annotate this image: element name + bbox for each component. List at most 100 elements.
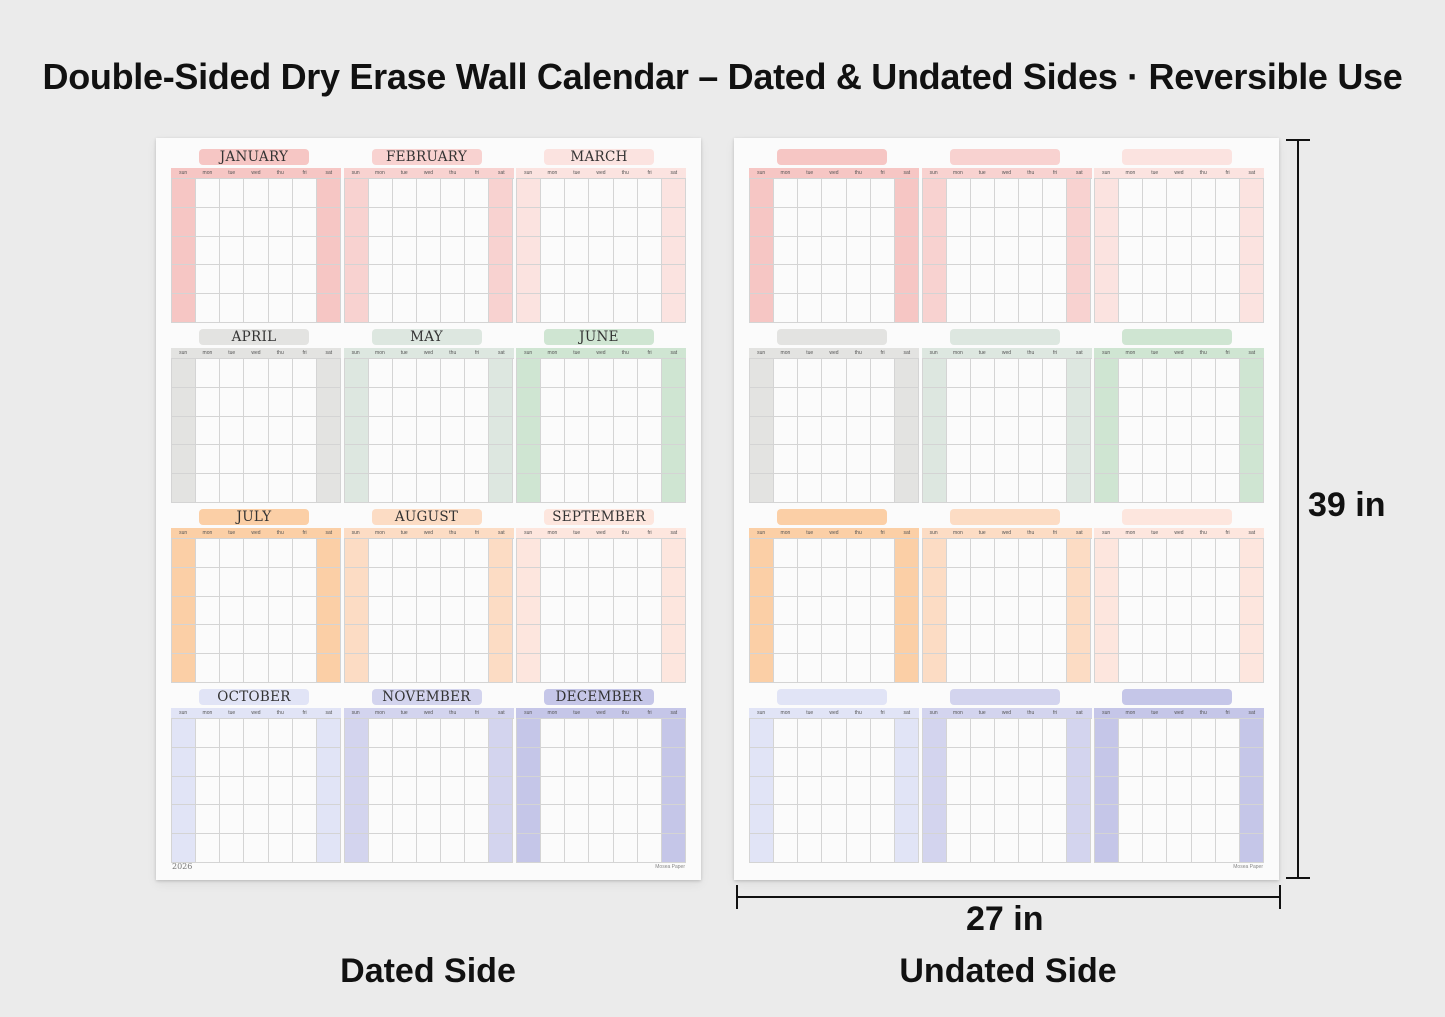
day-cell[interactable] [970,567,995,597]
day-cell[interactable] [922,805,947,835]
day-cell[interactable] [344,445,369,475]
day-cell[interactable] [1143,805,1168,835]
day-cell[interactable] [1095,265,1120,295]
day-cell[interactable] [637,179,662,208]
day-cell[interactable] [613,625,638,655]
day-cell[interactable] [565,207,590,237]
day-cell[interactable] [637,596,662,626]
day-cell[interactable] [994,625,1020,655]
day-cell[interactable] [1143,359,1168,388]
day-cell[interactable] [244,567,269,597]
day-cell[interactable] [316,387,341,417]
day-cell[interactable] [1191,596,1216,626]
day-cell[interactable] [1167,776,1192,806]
day-cell[interactable] [970,387,995,417]
day-cell[interactable] [661,207,686,237]
day-cell[interactable] [637,265,662,295]
day-cell[interactable] [1095,776,1120,806]
day-cell[interactable] [1215,805,1240,835]
day-cell[interactable] [822,719,847,748]
day-cell[interactable] [1095,179,1120,208]
day-cell[interactable] [392,719,417,748]
day-cell[interactable] [1043,387,1068,417]
day-cell[interactable] [517,474,542,503]
day-cell[interactable] [613,387,638,417]
day-cell[interactable] [517,416,542,446]
day-cell[interactable] [1119,265,1144,295]
day-cell[interactable] [244,834,269,863]
day-cell[interactable] [1095,539,1120,568]
day-cell[interactable] [822,567,847,597]
day-cell[interactable] [489,776,514,806]
day-cell[interactable] [1215,416,1240,446]
day-cell[interactable] [1119,294,1144,323]
day-cell[interactable] [846,805,871,835]
day-cell[interactable] [172,236,197,266]
day-cell[interactable] [1191,625,1216,655]
day-cell[interactable] [870,416,895,446]
day-cell[interactable] [196,236,221,266]
day-cell[interactable] [292,359,317,388]
day-cell[interactable] [1239,834,1264,863]
day-cell[interactable] [1239,747,1264,777]
day-cell[interactable] [316,719,341,748]
day-cell[interactable] [489,719,514,748]
day-cell[interactable] [517,294,542,323]
day-cell[interactable] [1239,445,1264,475]
day-cell[interactable] [292,567,317,597]
day-cell[interactable] [172,294,197,323]
day-cell[interactable] [1143,294,1168,323]
day-cell[interactable] [1067,747,1092,777]
day-cell[interactable] [846,719,871,748]
day-cell[interactable] [1067,834,1092,863]
day-cell[interactable] [1043,625,1068,655]
day-cell[interactable] [220,567,245,597]
day-cell[interactable] [1095,445,1120,475]
day-cell[interactable] [416,387,442,417]
day-cell[interactable] [661,474,686,503]
day-cell[interactable] [1167,719,1192,748]
day-cell[interactable] [517,719,542,748]
day-cell[interactable] [1215,539,1240,568]
day-cell[interactable] [1215,207,1240,237]
day-cell[interactable] [344,474,369,503]
day-cell[interactable] [565,567,590,597]
day-cell[interactable] [292,416,317,446]
day-cell[interactable] [661,654,686,683]
day-cell[interactable] [994,776,1020,806]
day-cell[interactable] [1215,265,1240,295]
day-cell[interactable] [268,567,293,597]
day-cell[interactable] [589,834,614,863]
day-cell[interactable] [244,805,269,835]
day-cell[interactable] [220,236,245,266]
day-cell[interactable] [922,207,947,237]
day-cell[interactable] [368,445,393,475]
day-cell[interactable] [894,207,919,237]
day-cell[interactable] [946,236,971,266]
day-cell[interactable] [613,776,638,806]
day-cell[interactable] [465,294,490,323]
day-cell[interactable] [750,265,775,295]
day-cell[interactable] [946,359,971,388]
day-cell[interactable] [1095,236,1120,266]
day-cell[interactable] [1119,719,1144,748]
day-cell[interactable] [416,805,442,835]
day-cell[interactable] [1143,474,1168,503]
day-cell[interactable] [946,445,971,475]
day-cell[interactable] [1143,387,1168,417]
day-cell[interactable] [1043,747,1068,777]
day-cell[interactable] [1119,416,1144,446]
day-cell[interactable] [994,539,1020,568]
day-cell[interactable] [1019,747,1044,777]
day-cell[interactable] [541,805,566,835]
day-cell[interactable] [368,567,393,597]
day-cell[interactable] [1143,567,1168,597]
day-cell[interactable] [613,805,638,835]
day-cell[interactable] [1167,805,1192,835]
day-cell[interactable] [774,654,799,683]
day-cell[interactable] [922,179,947,208]
day-cell[interactable] [822,387,847,417]
day-cell[interactable] [172,207,197,237]
day-cell[interactable] [637,236,662,266]
day-cell[interactable] [774,387,799,417]
